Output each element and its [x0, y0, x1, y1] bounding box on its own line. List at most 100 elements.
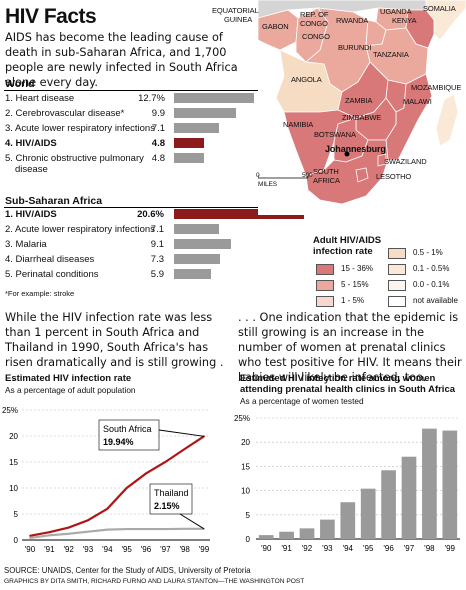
series-point-0 [164, 461, 167, 463]
x-tick-label: '96 [141, 545, 152, 554]
series-point-0 [48, 531, 51, 534]
x-tick-label: '98 [424, 544, 435, 553]
scale-label-500: 500 [302, 172, 313, 179]
x-tick-label: '93 [83, 545, 94, 554]
y-tick-label: 25% [2, 406, 18, 415]
series-point-0 [125, 487, 128, 489]
map-gabon [258, 9, 299, 51]
world-heading: World [5, 78, 35, 90]
x-tick-label: '90 [25, 545, 36, 554]
bar-chart-title-line1: Estimated HIV infection rate among women [240, 373, 436, 384]
y-tick-label: 5 [246, 511, 251, 520]
rank-bar [174, 93, 254, 103]
y-tick-label: 15 [241, 462, 250, 471]
callout-name-sa: South Africa [103, 424, 152, 434]
scale-label-zero: 0 [256, 172, 260, 179]
line-chart-subtitle: As a percentage of adult population [5, 385, 136, 395]
label-mozambique: MOZAMBIQUE [411, 83, 462, 92]
rank-value: 12.7% [138, 93, 165, 104]
label-rwanda: RWANDA [336, 16, 369, 25]
rank-value: 7.1 [151, 123, 165, 134]
label-malawi: MALAWI [403, 97, 432, 106]
rank-label: 3. Malaria [5, 239, 47, 250]
legend-label: 5 - 15% [341, 280, 369, 289]
series-line-1 [29, 527, 204, 540]
rank-label-cont: disease [15, 164, 48, 175]
johannesburg-marker [344, 151, 350, 157]
label-swaziland: SWAZILAND [384, 157, 427, 166]
credits-line: GRAPHICS BY DITA SMITH, RICHARD FURNO AN… [4, 578, 305, 585]
y-tick-label: 15 [9, 458, 18, 467]
callout-leader-sa [158, 429, 205, 437]
series-point-0 [67, 526, 70, 529]
map-swaziland [377, 153, 387, 167]
legend-label: not available [413, 296, 458, 305]
y-tick-label: 10 [241, 487, 250, 496]
prenatal-bar [442, 430, 458, 539]
map-mozambique [385, 73, 433, 161]
rank-value: 7.1 [150, 224, 164, 235]
map-madagascar [435, 93, 459, 147]
callout-value-sa: 19.94% [103, 437, 134, 447]
legend-label: 0.1 - 0.5% [413, 264, 450, 273]
x-tick-label: '96 [383, 544, 394, 553]
label-zambia: ZAMBIA [345, 96, 373, 105]
rank-bar [174, 108, 237, 118]
line-chart-title: Estimated HIV infection rate [5, 373, 132, 384]
rank-label: 2. Acute lower respiratory infections [5, 224, 155, 235]
series-point-0 [29, 534, 31, 537]
map-lesotho [355, 167, 369, 183]
label-africa: AFRICA [313, 176, 340, 185]
prenatal-bar [320, 519, 335, 539]
series-point-0 [106, 507, 109, 510]
x-tick-label: '99 [445, 544, 456, 553]
y-tick-label: 5 [14, 510, 19, 519]
intro-text: AIDS has become the leading cause of dea… [5, 31, 238, 89]
x-tick-label: '95 [363, 544, 374, 553]
series-point-0 [145, 472, 147, 475]
y-tick-label: 10 [9, 484, 18, 493]
rank-bar [174, 224, 219, 234]
legend-swatch [388, 296, 406, 307]
legend-swatch [316, 280, 334, 291]
label-angola: ANGOLA [291, 75, 322, 84]
x-tick-label: '91 [44, 545, 55, 554]
series-point-1 [106, 528, 109, 531]
label-kenya: KENYA [392, 16, 417, 25]
series-point-1 [87, 530, 89, 533]
series-line-0 [29, 435, 205, 537]
rank-label: 1. HIV/AIDS [5, 209, 57, 220]
rank-label: 4. HIV/AIDS [5, 138, 57, 149]
africa-map [258, 0, 466, 215]
prenatal-bar [340, 502, 356, 539]
label-lesotho: LESOTHO [376, 172, 412, 181]
x-tick-label: '99 [199, 545, 210, 554]
rank-label: 2. Cerebrovascular disease* [5, 108, 125, 119]
callout-leader-th [179, 513, 205, 530]
bar-chart-title: Estimated HIV infection rate among women… [240, 373, 455, 395]
legend-label: 0.5 - 1% [413, 248, 443, 257]
callout-box-th [149, 483, 193, 515]
x-tick-label: '94 [343, 544, 354, 553]
rank-bar [174, 153, 205, 163]
rank-bar [174, 209, 304, 219]
label-namibia: NAMIBIA [283, 120, 314, 129]
source-line: SOURCE: UNAIDS, Center for the Study of … [4, 566, 251, 575]
label-gabon: GABON [262, 22, 289, 31]
legend-label: 1 - 5% [341, 296, 365, 305]
bar-chart-subtitle: As a percentage of women tested [240, 396, 364, 406]
paragraph-right: . . . One indication that the epidemic i… [238, 311, 462, 384]
label-congo: CONGO [302, 32, 330, 41]
x-tick-label: '91 [281, 544, 292, 553]
world-divider [4, 90, 258, 91]
rank-bar [174, 123, 219, 133]
x-tick-label: '97 [404, 544, 415, 553]
legend-swatch [388, 248, 406, 259]
series-point-1 [145, 528, 147, 530]
label-equatorial: EQUATORIAL [212, 6, 259, 15]
y-tick-label: 0 [246, 535, 251, 544]
series-point-0 [87, 519, 89, 522]
callout-value-th: 2.15% [154, 501, 180, 511]
label-somalia: SOMALIA [423, 4, 456, 13]
rank-value: 9.9 [151, 108, 165, 119]
